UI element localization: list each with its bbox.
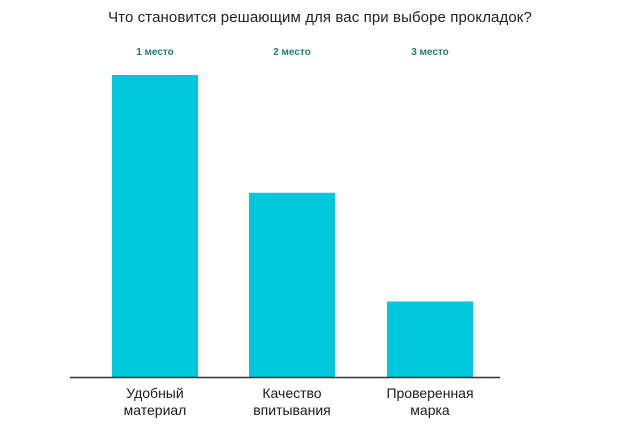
category-label-2-line-1: Качество <box>262 385 321 401</box>
chart-title: Что становится решающим для вас при выбо… <box>108 9 532 26</box>
category-label-1-line-2: материал <box>124 402 187 418</box>
category-label-3-line-1: Проверенная <box>386 385 473 401</box>
rank-label-1: 1 место <box>136 47 174 58</box>
bar-2 <box>249 192 335 377</box>
bar-3 <box>387 301 473 377</box>
rank-label-3: 3 место <box>411 47 449 58</box>
rank-label-2: 2 место <box>273 47 311 58</box>
category-label-1-line-1: Удобный <box>126 385 183 401</box>
bar-1 <box>112 75 198 377</box>
category-label-2-line-2: впитывания <box>253 402 331 418</box>
category-label-3-line-2: марка <box>410 402 450 418</box>
